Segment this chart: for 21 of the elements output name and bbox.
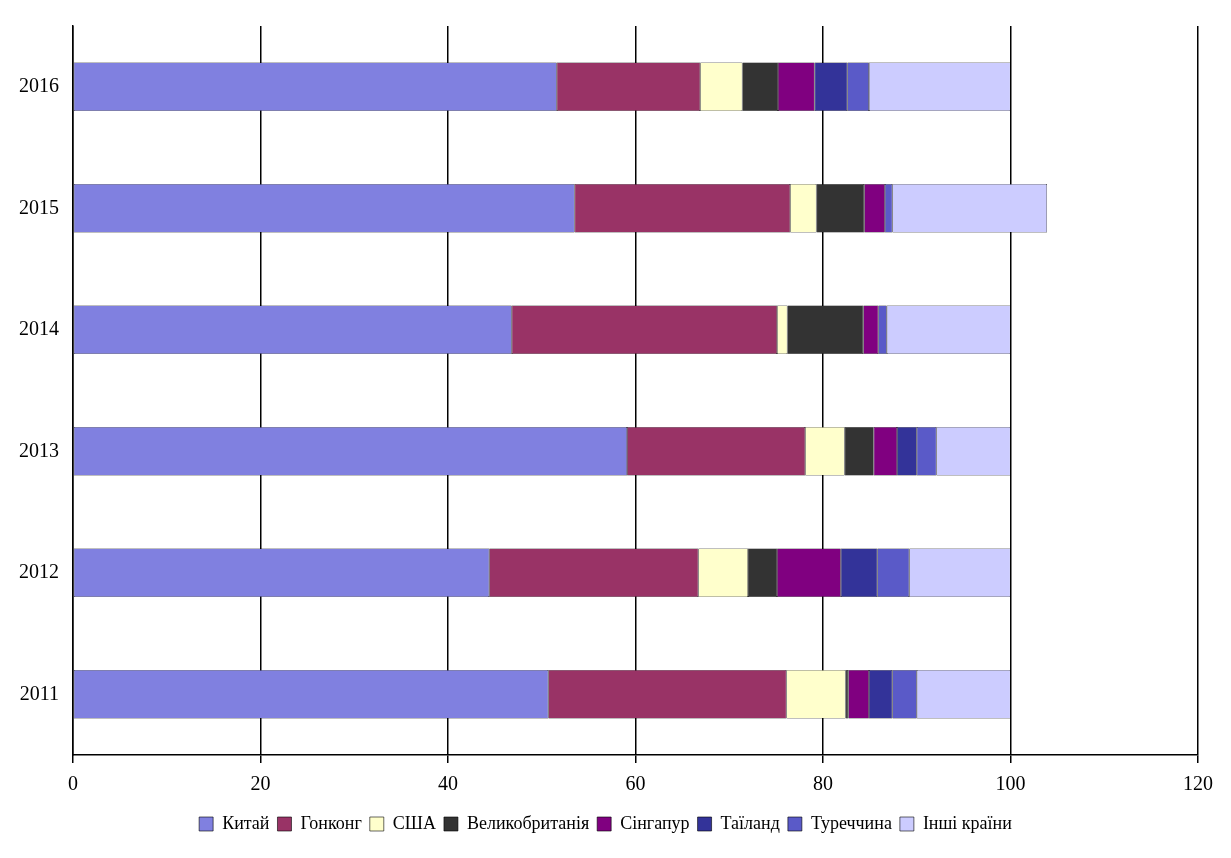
x-tick-label: 100 [995,772,1026,795]
x-tick-label: 80 [813,772,833,795]
x-tick-label: 40 [438,772,458,795]
y-tick-label: 2014 [19,317,59,339]
legend-label: Таїланд [720,812,780,833]
y-tick-label: 2015 [19,195,59,218]
y-tick-label: 2013 [19,438,59,461]
legend-label: Великобританія [466,812,590,833]
x-tick-label: 60 [625,772,646,795]
y-tick-label: 2016 [19,74,59,96]
legend-label: Китай [222,812,270,833]
x-tick-label: 120 [1183,772,1213,795]
legend-label: Інші країни [922,812,1013,833]
legend-label: Туреччина [810,812,892,833]
y-tick-label: 2011 [19,681,59,704]
x-tick-label: 0 [68,772,78,795]
x-tick-label: 20 [250,772,271,795]
legend-label: Гонконг [300,812,362,833]
y-tick-label: 2012 [19,560,59,582]
legend-label: США [392,812,436,833]
legend-label: Сінгапур [620,812,690,833]
